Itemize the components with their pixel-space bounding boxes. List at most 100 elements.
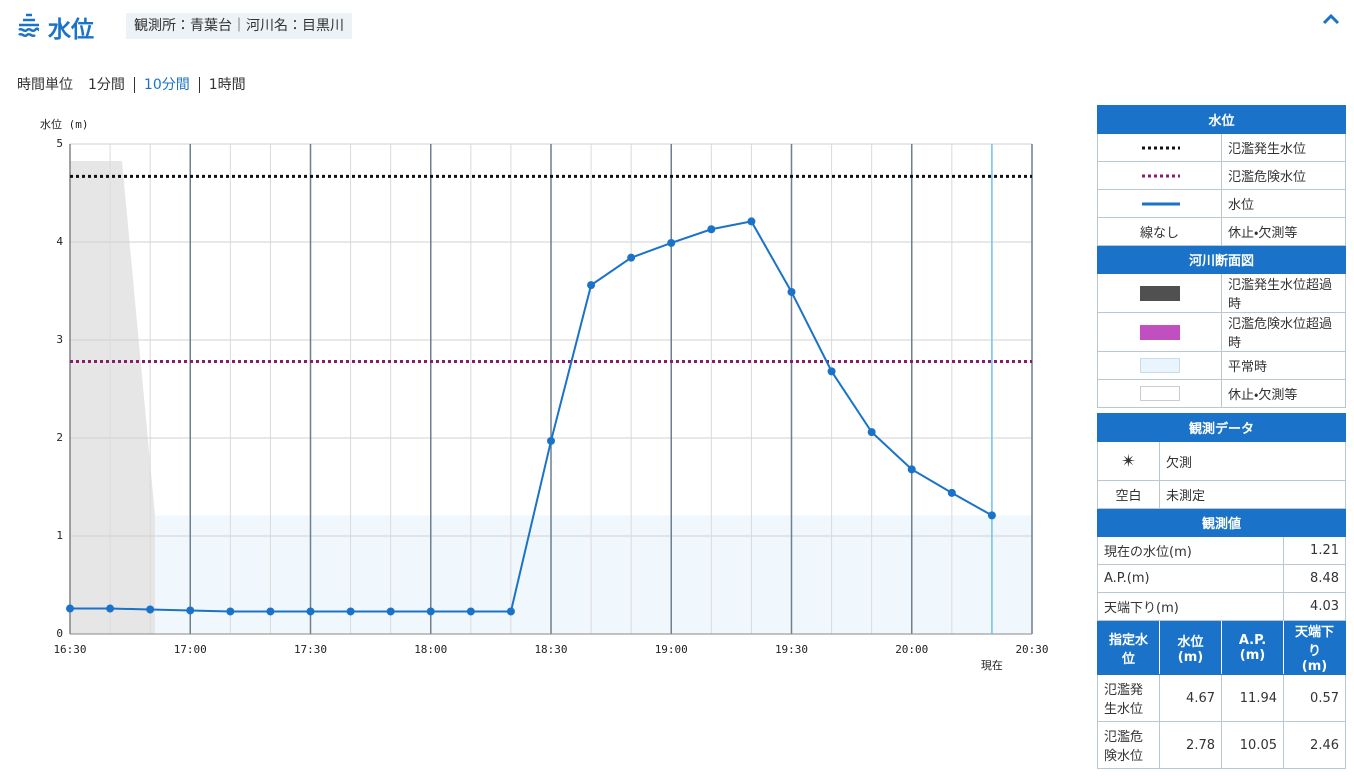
level-name: 氾濫発生水位 (1097, 674, 1160, 722)
legend-label: 氾濫危険水位 (1221, 161, 1346, 190)
data-point (146, 605, 155, 614)
x-tick-label: 20:00 (895, 643, 928, 656)
data-point (827, 367, 836, 376)
legend-label: 休止・欠測等 (1221, 379, 1346, 408)
time-unit-option[interactable]: 10分間 (143, 77, 190, 93)
y-tick-label: 5 (56, 137, 63, 150)
legend-icon (1141, 202, 1180, 206)
legend-icon (1141, 146, 1180, 150)
level-name: 氾濫危険水位 (1097, 721, 1160, 769)
legend-label: 氾濫発生水位 (1221, 133, 1346, 162)
current-label: 現在 (981, 659, 1003, 672)
time-unit-options: 1分間 10分間 1時間 (88, 75, 246, 95)
data-point (426, 607, 435, 616)
data-point (747, 217, 756, 226)
value: 11.94 (1221, 674, 1284, 722)
collapse-button[interactable] (1322, 12, 1340, 26)
data-point (186, 606, 195, 615)
observation-table: 観測データ ✴ 欠測 空白 未測定 観測値 現在の水位(m) 1.21 A.P.(m)… (1097, 413, 1346, 769)
separator (198, 77, 200, 93)
legend-label: 平常時 (1221, 351, 1346, 380)
legend-label: 氾濫危険水位超過時 (1221, 312, 1346, 352)
swatch (1139, 285, 1180, 301)
y-tick-label: 0 (56, 627, 63, 640)
data-point (627, 253, 636, 262)
chart: 水位 (m) 0 1 2 3 4 5 16:30 17:00 17:30 18:00 18:30 19… (40, 118, 1049, 672)
value-label: 天端下り(m) (1097, 592, 1284, 621)
x-tick-label: 19:30 (775, 643, 808, 656)
y-tick-label: 3 (56, 333, 63, 346)
x-tick-label: 16:30 (53, 643, 86, 656)
x-tick-label: 18:30 (534, 643, 567, 656)
col-header: 水位 (m) (1159, 620, 1222, 675)
legend-header: 水位 (1097, 105, 1346, 134)
value: 1.21 (1283, 536, 1346, 565)
data-point (346, 607, 355, 616)
time-unit-label: 時間単位 (17, 77, 73, 93)
data-point (667, 238, 676, 247)
col-header: A.P. (m) (1221, 620, 1284, 675)
data-point (506, 607, 515, 616)
y-tick-label: 2 (56, 431, 63, 444)
legend-label: 休止・欠測等 (1221, 217, 1346, 246)
data-point (66, 604, 74, 613)
page-title: 水位 (48, 17, 94, 43)
value-label: 現在の水位(m) (1097, 536, 1284, 565)
data-point (386, 607, 395, 616)
y-tick-label: 1 (56, 529, 63, 542)
x-tick-label: 17:30 (294, 643, 327, 656)
data-point (787, 287, 796, 296)
data-point (226, 607, 235, 616)
value: 0.57 (1283, 674, 1346, 722)
data-point (587, 281, 596, 290)
y-tick-label: 4 (56, 235, 63, 248)
obs-key: 空白 (1097, 480, 1160, 509)
x-tick-label: 20:30 (1015, 643, 1048, 656)
station-badge: 観測所：青葉台｜河川名：目黒川 (126, 13, 352, 39)
legend-icon (1141, 174, 1180, 178)
data-point (947, 488, 956, 497)
obs-label: 未測定 (1159, 480, 1346, 509)
value: 10.05 (1221, 721, 1284, 769)
data-point (106, 604, 115, 613)
normal-area (155, 515, 1032, 634)
data-point (867, 428, 876, 437)
time-unit-row: 時間単位 1分間 10分間 1時間 (17, 75, 246, 95)
data-point (987, 511, 996, 520)
legend-key: 線なし (1097, 217, 1222, 246)
obs-label: 欠測 (1159, 441, 1346, 481)
separator (133, 77, 135, 93)
value: 2.46 (1283, 721, 1346, 769)
value: 8.48 (1283, 564, 1346, 593)
missing-area (70, 161, 166, 634)
data-point (907, 465, 916, 474)
x-tick-label: 19:00 (655, 643, 688, 656)
value: 2.78 (1159, 721, 1222, 769)
swatch (1139, 358, 1180, 373)
data-point (466, 607, 475, 616)
x-tick-label: 17:00 (174, 643, 207, 656)
obs-key: ✴ (1097, 441, 1160, 481)
col-header: 天端下り (m) (1283, 620, 1346, 675)
y-axis-label: 水位 (m) (40, 118, 89, 131)
value: 4.67 (1159, 674, 1222, 722)
data-point (707, 225, 716, 234)
series-line (70, 220, 993, 613)
time-unit-option[interactable]: 1分間 (88, 77, 125, 93)
data-point (266, 607, 275, 616)
x-tick-label: 18:00 (414, 643, 447, 656)
table-header: 観測データ (1097, 413, 1346, 442)
water-icon (18, 13, 40, 38)
legend-label: 氾濫発生水位超過時 (1221, 273, 1346, 313)
time-unit-option[interactable]: 1時間 (208, 77, 246, 93)
swatch (1139, 386, 1180, 401)
col-header: 指定水位 (1097, 620, 1160, 675)
data-point (306, 607, 315, 616)
legend-label: 水位 (1221, 189, 1346, 218)
table-header: 観測値 (1097, 508, 1346, 537)
swatch (1139, 324, 1180, 340)
legend-header: 河川断面図 (1097, 245, 1346, 274)
value: 4.03 (1283, 592, 1346, 621)
legend-water: 水位 氾濫発生水位 氾濫危険水位 水位 線なし 休止・欠測等 河川断面図 氾濫発生… (1097, 105, 1346, 408)
